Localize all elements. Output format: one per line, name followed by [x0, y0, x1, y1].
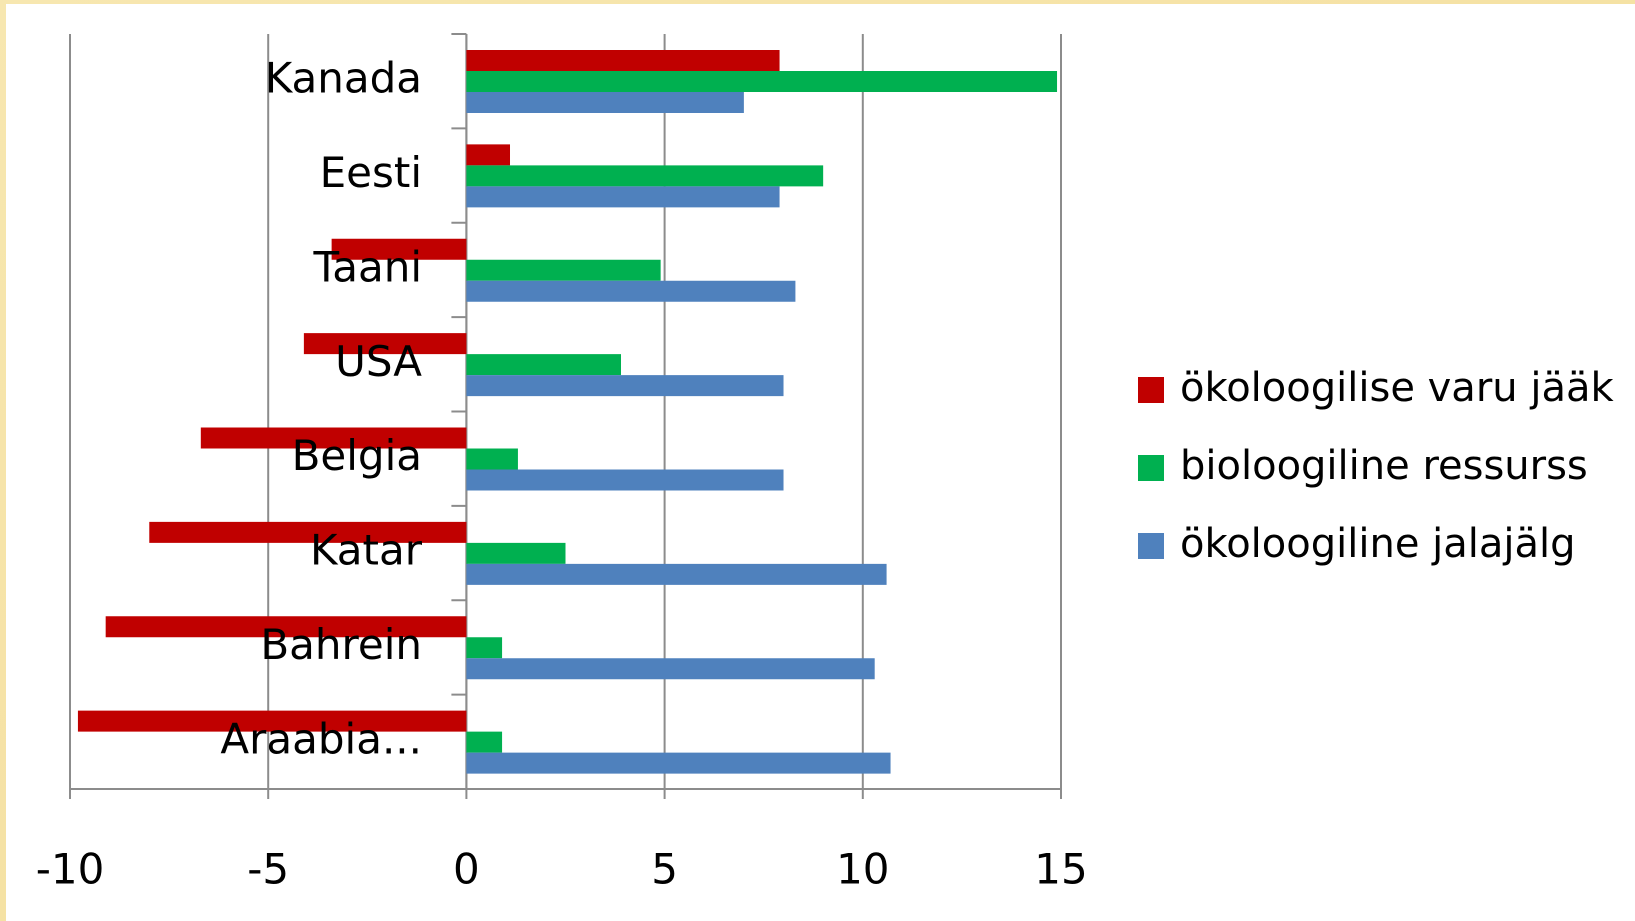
bar: [466, 637, 503, 659]
bar: [200, 427, 467, 449]
bar: [466, 375, 784, 397]
y-tick-label: Araabia...: [220, 714, 422, 763]
bar: [466, 752, 891, 774]
bar: [77, 710, 467, 732]
bar: [466, 186, 780, 208]
x-tick-label: -5: [247, 845, 289, 894]
legend-marker: [1138, 377, 1164, 403]
bar: [466, 92, 744, 113]
bar: [466, 280, 796, 302]
x-tick-label: 5: [651, 845, 678, 894]
bar: [466, 354, 621, 376]
y-tick-label: Bahrein: [260, 620, 422, 669]
bar: [466, 50, 780, 71]
bar: [303, 333, 467, 355]
legend-marker: [1138, 455, 1164, 481]
bar: [466, 259, 661, 281]
bar: [466, 448, 518, 470]
bar: [466, 165, 824, 187]
bar: [466, 658, 875, 680]
bar: [466, 469, 784, 491]
legend-label: ökoloogilise varu jääk: [1180, 365, 1614, 411]
bar: [149, 521, 467, 543]
bar: [466, 731, 503, 753]
y-tick-label: USA: [335, 337, 422, 386]
legend-marker: [1138, 533, 1164, 559]
bar: [466, 542, 566, 564]
bar: [466, 563, 887, 585]
bar: [466, 71, 1058, 92]
x-tick-label: 10: [836, 845, 889, 894]
y-tick-label: Taani: [313, 242, 422, 291]
bar: [105, 616, 467, 638]
y-tick-label: Belgia: [292, 431, 422, 480]
y-tick-label: Eesti: [320, 148, 422, 197]
x-tick-label: -10: [36, 845, 105, 894]
legend-label: bioloogiline ressurss: [1180, 443, 1588, 489]
y-tick-label: Katar: [310, 526, 423, 575]
bar: [466, 144, 511, 166]
bar: [331, 238, 467, 260]
x-tick-label: 0: [453, 845, 480, 894]
legend-label: ökoloogiline jalajälg: [1180, 521, 1576, 567]
y-tick-label: Kanada: [265, 54, 422, 103]
x-tick-label: 15: [1034, 845, 1087, 894]
